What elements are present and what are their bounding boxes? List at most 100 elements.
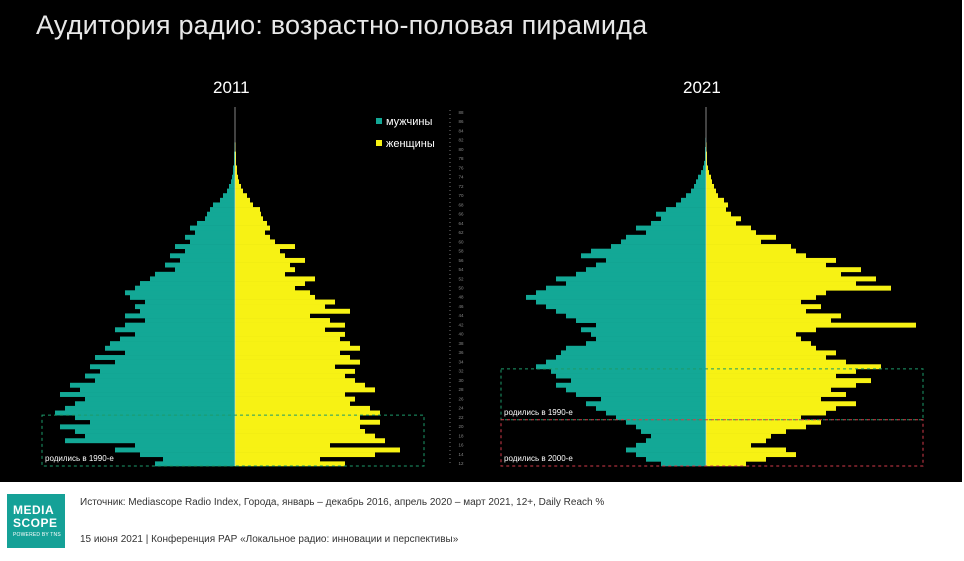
bar-2011-male-age-69 [220,197,235,203]
bar-2021-male-age-26 [601,396,706,402]
bar-2011-male-age-68 [213,202,235,208]
bar-2021-female-age-49 [706,290,826,296]
bar-2011-female-age-22 [235,415,360,421]
bar-2011-female-age-63 [235,225,270,231]
bar-2021-female-age-16 [706,442,751,448]
bar-2011-male-age-47 [145,299,235,305]
bar-2021-female-age-65 [706,216,741,222]
age-tick-84: 84 [458,128,464,133]
bar-2011-male-age-21 [90,419,235,425]
age-tick-58: 58 [458,249,464,254]
bar-2021-male-age-37 [566,345,706,351]
bar-2021-female-age-48 [706,294,816,300]
bar-2021-female-age-61 [706,234,776,240]
pyramid-charts: 12 14 16 18 20 22 24 26 28 30 32 34 36 38 40 42 44 46 48 50… [41,107,924,467]
bar-2021-female-age-62 [706,230,756,236]
bar-2021-female-age-27 [706,392,846,397]
bar-2011-male-age-70 [223,193,235,199]
bar-2021-male-age-33 [536,364,706,370]
logo-line1: MEDIA [13,503,55,517]
bar-2011-female-age-59 [235,244,295,250]
bar-2021-female-age-68 [706,202,728,208]
bar-2011-male-age-50 [135,285,235,291]
bar-2021-female-age-77 [706,160,707,166]
bar-2011-male-age-33 [90,364,235,370]
bar-2011-male-age-65 [205,216,235,222]
age-tick-12: 12 [458,461,464,466]
bar-2011-male-age-32 [100,368,235,374]
bar-2011-female-age-13 [235,456,320,462]
age-tick-50: 50 [458,286,464,291]
bar-2021-female-age-21 [706,419,821,425]
bar-2021-male-age-67 [666,207,706,213]
bar-2011-female-age-65 [235,216,263,222]
age-tick-44: 44 [458,313,464,318]
bar-2021-female-age-45 [706,308,806,314]
bar-2021-female-age-66 [706,211,731,217]
bar-2021-female-age-15 [706,447,786,453]
bar-2011-female-age-61 [235,234,270,240]
bar-2021-female-age-37 [706,345,816,351]
age-tick-16: 16 [458,443,464,448]
source-note: Источник: Mediascope Radio Index, Города… [80,497,605,508]
bar-2021-female-age-14 [706,452,796,458]
slide-title: Аудитория радио: возрастно-половая пирам… [36,10,648,40]
bar-2021-female-age-31 [706,373,836,379]
bar-2021-male-age-32 [551,368,706,374]
bar-2021-male-age-19 [641,429,706,434]
bar-2021-female-age-57 [706,253,806,259]
bar-2021-female-age-26 [706,396,821,402]
bar-2021-female-age-43 [706,318,831,323]
bar-2021-male-age-69 [681,197,706,203]
bar-2011-male-age-61 [185,234,235,240]
bar-2021-female-age-20 [706,424,806,430]
bar-2011-female-age-32 [235,368,355,374]
bar-2011-female-age-67 [235,207,260,213]
bar-2021-female-age-54 [706,267,861,273]
bar-2011-male-age-13 [163,456,235,462]
bar-2011-female-age-14 [235,452,375,458]
bar-2021-male-age-21 [626,419,706,425]
bar-2011-male-age-43 [145,318,235,323]
bar-2021-female-age-24 [706,405,836,411]
bar-2011-male-age-20 [60,424,235,430]
bar-2021-female-age-76 [706,165,708,171]
bar-2011-male-age-37 [105,345,235,351]
bar-2021-male-age-65 [661,216,706,222]
annotations: родились в 1990-е родились в 1990-е родили… [41,368,924,467]
bar-2011-male-age-40 [135,331,235,337]
age-tick-64: 64 [458,221,464,226]
bar-2021-female-age-32 [706,368,856,374]
bar-2011-male-age-66 [207,211,235,217]
age-tick-52: 52 [458,276,464,281]
bar-2011-male-age-72 [229,183,235,189]
bar-2021-male-age-74 [698,174,706,180]
bar-2011-male-age-76 [233,165,235,171]
bar-2021-male-age-77 [704,160,706,166]
bar-2011-female-age-79 [235,151,236,157]
bar-2011-female-age-26 [235,396,355,402]
bar-2011-male-age-58 [185,248,235,254]
bar-2021-female-age-30 [706,378,871,384]
bar-2021-male-age-23 [606,410,706,416]
chart-title-2021: 2021 [683,78,721,97]
bar-2021-male-age-62 [646,230,706,236]
bar-2011-male-age-25 [75,401,235,407]
bar-2021-female-age-29 [706,382,856,388]
bar-2021-female-age-51 [706,281,856,286]
bar-2021-female-age-40 [706,331,796,337]
bar-2011-male-age-31 [85,373,235,379]
age-tick-70: 70 [458,193,464,198]
bar-2011-male-age-35 [95,355,235,360]
bar-2011-female-age-77 [235,160,236,166]
bar-2021-male-age-12 [661,461,706,467]
bar-2011-female-age-76 [235,165,237,171]
bar-2011-female-age-33 [235,364,335,370]
age-tick-22: 22 [458,415,464,420]
bar-2011-female-age-60 [235,239,275,245]
bar-2011-female-age-58 [235,248,280,254]
bar-2021-male-age-41 [581,327,706,333]
bar-2021-female-age-74 [706,174,711,180]
bar-2021-male-age-52 [556,276,706,282]
